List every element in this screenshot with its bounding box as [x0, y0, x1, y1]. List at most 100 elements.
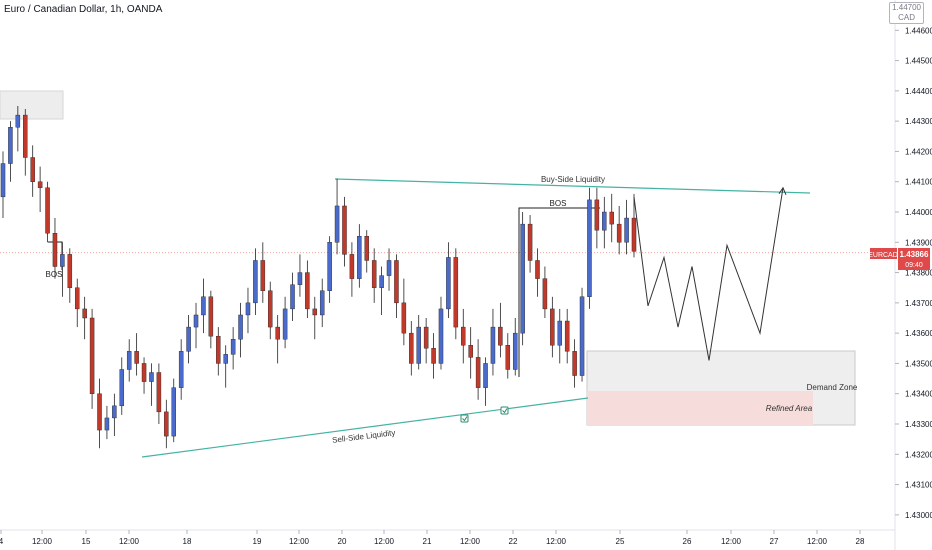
candle-up: [319, 290, 325, 316]
candle-down: [208, 296, 214, 337]
check-icon: [460, 414, 469, 423]
candle-up: [60, 254, 65, 267]
candle-down: [364, 236, 369, 261]
x-tick-label: 26: [683, 537, 692, 546]
x-tick-label: 12:00: [374, 537, 395, 546]
candle-down: [409, 332, 414, 364]
demand-zone-label: Demand Zone: [807, 383, 858, 392]
candle-down: [498, 326, 503, 346]
candle-down: [141, 363, 147, 382]
y-tick-label: 1.44200: [905, 147, 932, 156]
candle-up: [587, 199, 592, 297]
supply-zone-box[interactable]: [0, 90, 64, 120]
candle-up: [446, 257, 451, 310]
candle-down: [542, 278, 548, 310]
refined-area-label: Refined Area: [766, 404, 813, 413]
x-tick-label: 15: [82, 537, 91, 546]
projection-path[interactable]: [633, 187, 784, 361]
candle-up: [483, 363, 488, 388]
bos-label-left: BOS: [46, 270, 63, 279]
candles-layer: [0, 106, 637, 449]
candle-down: [82, 308, 87, 319]
candle-up: [579, 296, 585, 376]
y-tick-label: 1.44400: [905, 87, 932, 96]
candle-down: [349, 254, 355, 279]
x-tick-label: 12:00: [289, 537, 310, 546]
y-tick-label: 1.43800: [905, 269, 932, 278]
price-tag-value: 1.43866: [900, 250, 929, 259]
y-tick-label: 1.43100: [905, 481, 932, 490]
y-tick-label: 1.43200: [905, 450, 932, 459]
candle-down: [305, 272, 310, 310]
candle-down: [342, 205, 347, 255]
symbol-tag-bg: [870, 248, 897, 259]
bos-label-right: BOS: [550, 199, 567, 208]
candle-down: [268, 290, 273, 328]
candle-up: [490, 326, 496, 364]
price-tag-countdown: 09:40: [905, 262, 923, 269]
y-tick-label: 1.44600: [905, 26, 932, 35]
projection-arrowhead: [778, 186, 787, 195]
candle-down: [609, 211, 614, 225]
x-tick-label: 12:00: [807, 537, 828, 546]
candle-down: [468, 345, 473, 358]
buy-side-liquidity-label: Buy-Side Liquidity: [541, 175, 605, 184]
candle-down: [275, 326, 280, 340]
candle-down: [371, 260, 377, 288]
candle-down: [37, 181, 43, 188]
candle-up: [201, 296, 206, 316]
y-tick-label: 1.43400: [905, 390, 932, 399]
x-tick-label: 18: [183, 537, 192, 546]
candle-down: [631, 217, 637, 252]
candle-down: [453, 257, 459, 328]
buy-side-liquidity-line[interactable]: [334, 178, 811, 194]
candle-down: [97, 393, 102, 431]
candle-down: [431, 348, 436, 364]
candle-up: [416, 326, 421, 364]
candle-up: [126, 351, 132, 370]
price-tag-bg: [898, 248, 930, 270]
refined-area-box[interactable]: [587, 391, 813, 425]
candle-up: [438, 308, 444, 364]
candle-up: [223, 354, 228, 364]
candle-up: [297, 272, 303, 285]
candle-down: [52, 232, 58, 267]
candle-up: [282, 308, 288, 340]
candle-down: [30, 157, 35, 182]
y-tick-label: 1.44000: [905, 208, 932, 217]
price-tag[interactable]: EURCAD 1.43866 09:40: [868, 248, 930, 270]
candle-down: [461, 326, 466, 346]
sell-side-liquidity-line[interactable]: [141, 397, 589, 458]
y-tick-label: 1.43300: [905, 420, 932, 429]
candle-up: [290, 284, 295, 310]
candle-down: [216, 335, 221, 364]
arrowhead: [778, 186, 787, 195]
y-tick-label: 1.44100: [905, 178, 932, 187]
candle-down: [89, 317, 95, 394]
candle-up: [327, 242, 332, 291]
candle-up: [119, 369, 125, 407]
x-tick-label: 27: [770, 537, 779, 546]
candle-up: [386, 260, 392, 276]
candle-down: [45, 187, 50, 234]
candle-down: [505, 345, 511, 370]
candle-up: [238, 314, 243, 340]
candle-down: [527, 223, 533, 261]
time-axis[interactable]: 4 12:00 15 12:00 18 19 12:00 20 12:00 21 12:00 22 12…: [0, 530, 865, 546]
candle-up: [112, 405, 117, 419]
bos-line-right[interactable]: [518, 207, 600, 377]
candle-up: [149, 372, 154, 382]
candle-up: [602, 211, 607, 231]
x-tick-label: 19: [253, 537, 262, 546]
candle-down: [156, 372, 162, 413]
symbol-tag-label: EURCAD: [868, 252, 898, 259]
candle-up: [253, 260, 258, 304]
candle-up: [15, 114, 21, 128]
candle-down: [423, 326, 429, 349]
candle-up: [104, 417, 110, 431]
price-axis[interactable]: 1.44600 1.44500 1.44400 1.44300 1.44200 1.441…: [895, 26, 932, 520]
candle-down: [67, 254, 73, 288]
candle-up: [178, 351, 184, 388]
